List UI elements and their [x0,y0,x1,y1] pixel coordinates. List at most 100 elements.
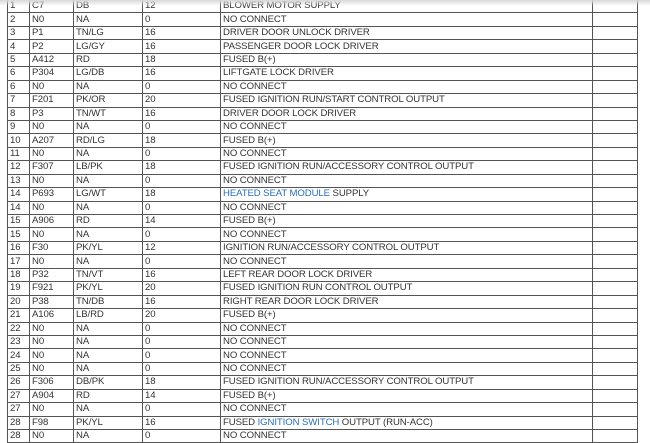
circuit-cell: N0 [29,402,74,417]
circuit-cell: N0 [29,146,74,162]
circuit-cell: A904 [29,388,74,404]
function-text: DRIVER DOOR UNLOCK DRIVER [223,27,370,39]
table-row: 28 N0 NA 0 NO CONNECT [7,428,638,443]
function-cell: IGNITION RUN/ACCESSORY CONTROL OUTPUT [220,240,593,256]
function-cell: NO CONNECT [220,200,593,216]
circuit-cell: A412 [29,52,74,68]
gauge-cell: 18 [142,187,221,202]
function-text: NO CONNECT [223,121,287,133]
pin-cell: 4 [7,39,30,54]
circuit-cell: N0 [29,227,74,242]
gauge-cell: 0 [142,254,221,269]
table-row: 11 N0 NA 0 NO CONNECT [7,146,638,162]
extra-cell [592,415,638,431]
pin-cell: 2 [7,12,30,27]
table-row: 2 N0 NA 0 NO CONNECT [7,12,638,27]
extra-cell [592,321,638,336]
wire-color-cell: LB/PK [73,160,143,175]
wire-color-cell: RD [73,213,143,229]
function-cell: FUSED IGNITION RUN/START CONTROL OUTPUT [220,93,593,108]
function-cell: FUSED B(+) [220,213,593,229]
circuit-cell: F98 [29,415,74,431]
table-row: 14 N0 NA 0 NO CONNECT [7,200,638,216]
gauge-cell: 0 [142,200,221,216]
wire-color-cell: PK/YL [73,281,143,296]
gauge-cell: 14 [142,388,221,404]
connector-pinout-table: 1C7DB12BLOWER MOTOR SUPPLY2N0NA0NO CONNE… [7,0,638,443]
function-cell: NO CONNECT [220,12,593,27]
gauge-cell: 16 [142,415,221,431]
pin-cell: 12 [7,160,30,175]
wire-color-cell: NA [73,321,143,336]
gauge-cell: 18 [142,52,221,68]
table-row: 25 N0 NA 0 NO CONNECT [7,361,638,377]
function-cell: DRIVER DOOR UNLOCK DRIVER [220,25,593,41]
gauge-cell: 0 [142,361,221,377]
pin-cell: 20 [7,294,30,310]
wire-color-cell: RD/LG [73,133,143,148]
function-cell: NO CONNECT [220,79,593,95]
table-row: 9 N0 NA 0 NO CONNECT [7,119,638,135]
pin-cell: 15 [7,213,30,229]
circuit-cell: F30 [29,240,74,256]
gauge-cell: 16 [142,25,221,41]
table-row: 15 A906 RD 14 FUSED B(+) [7,213,638,229]
extra-cell [592,308,638,323]
table-row: 8 P3 TN/WT 16 DRIVER DOOR LOCK DRIVER [7,106,638,121]
function-text: NO CONNECT [223,174,287,186]
pin-cell: 6 [7,79,30,95]
pin-cell: 17 [7,254,30,269]
extra-cell [592,12,638,27]
table-row: 4 P2 LG/GY 16 PASSENGER DOOR LOCK DRIVER [7,39,638,54]
circuit-cell: P3 [29,106,74,121]
function-text: NO CONNECT [223,336,287,348]
circuit-cell: P38 [29,294,74,310]
extra-cell [592,52,638,68]
wire-color-cell: DB/PK [73,375,143,390]
function-text: NO CONNECT [223,201,287,213]
function-text: NO CONNECT [223,13,287,25]
circuit-cell: N0 [29,79,74,95]
extra-cell [592,375,638,390]
pin-cell: 24 [7,348,30,363]
table-row: 7 F201 PK/OR 20 FUSED IGNITION RUN/START CON… [7,93,638,108]
gauge-cell: 0 [142,227,221,242]
extra-cell [592,240,638,256]
table-row: 5 A412 RD 18 FUSED B(+) [7,52,638,68]
table-row: 17 N0 NA 0 NO CONNECT [7,254,638,269]
function-link[interactable]: IGNITION SWITCH [257,416,340,428]
gauge-cell: 0 [142,146,221,162]
extra-cell [592,281,638,296]
wire-color-cell: PK/YL [73,240,143,256]
pin-cell: 14 [7,200,30,216]
function-cell: NO CONNECT [220,146,593,162]
extra-cell [592,106,638,121]
pin-cell: 10 [7,133,30,148]
function-text: FUSED IGNITION RUN CONTROL OUTPUT [223,282,413,294]
gauge-cell: 0 [142,348,221,363]
wire-color-cell: LG/GY [73,39,143,54]
circuit-cell: F306 [29,375,74,390]
wire-color-cell: LB/RD [73,308,143,323]
gauge-cell: 16 [142,106,221,121]
pin-cell: 27 [7,402,30,417]
function-cell: NO CONNECT [220,334,593,350]
function-text: NO CONNECT [223,349,287,361]
pin-cell: 14 [7,187,30,202]
function-cell: NO CONNECT [220,119,593,135]
gauge-cell: 0 [142,334,221,350]
function-text: LEFT REAR DOOR LOCK DRIVER [223,268,373,280]
gauge-cell: 16 [142,39,221,54]
table-row: 10 A207 RD/LG 18 FUSED B(+) [7,133,638,148]
function-cell: LEFT REAR DOOR LOCK DRIVER [220,267,593,283]
function-text: NO CONNECT [223,363,287,375]
table-row: 6 N0 NA 0 NO CONNECT [7,79,638,95]
gauge-cell: 0 [142,79,221,95]
table-row: 26 F306 DB/PK 18 FUSED IGNITION RUN/ACCESSOR… [7,375,638,390]
table-row: 15 N0 NA 0 NO CONNECT [7,227,638,242]
function-link[interactable]: HEATED SEAT MODULE [223,188,330,200]
pin-cell: 22 [7,321,30,336]
function-cell: FUSED IGNITION SWITCH OUTPUT (RUN-ACC) [220,415,593,431]
pin-cell: 8 [7,106,30,121]
function-cell: FUSED IGNITION RUN CONTROL OUTPUT [220,281,593,296]
